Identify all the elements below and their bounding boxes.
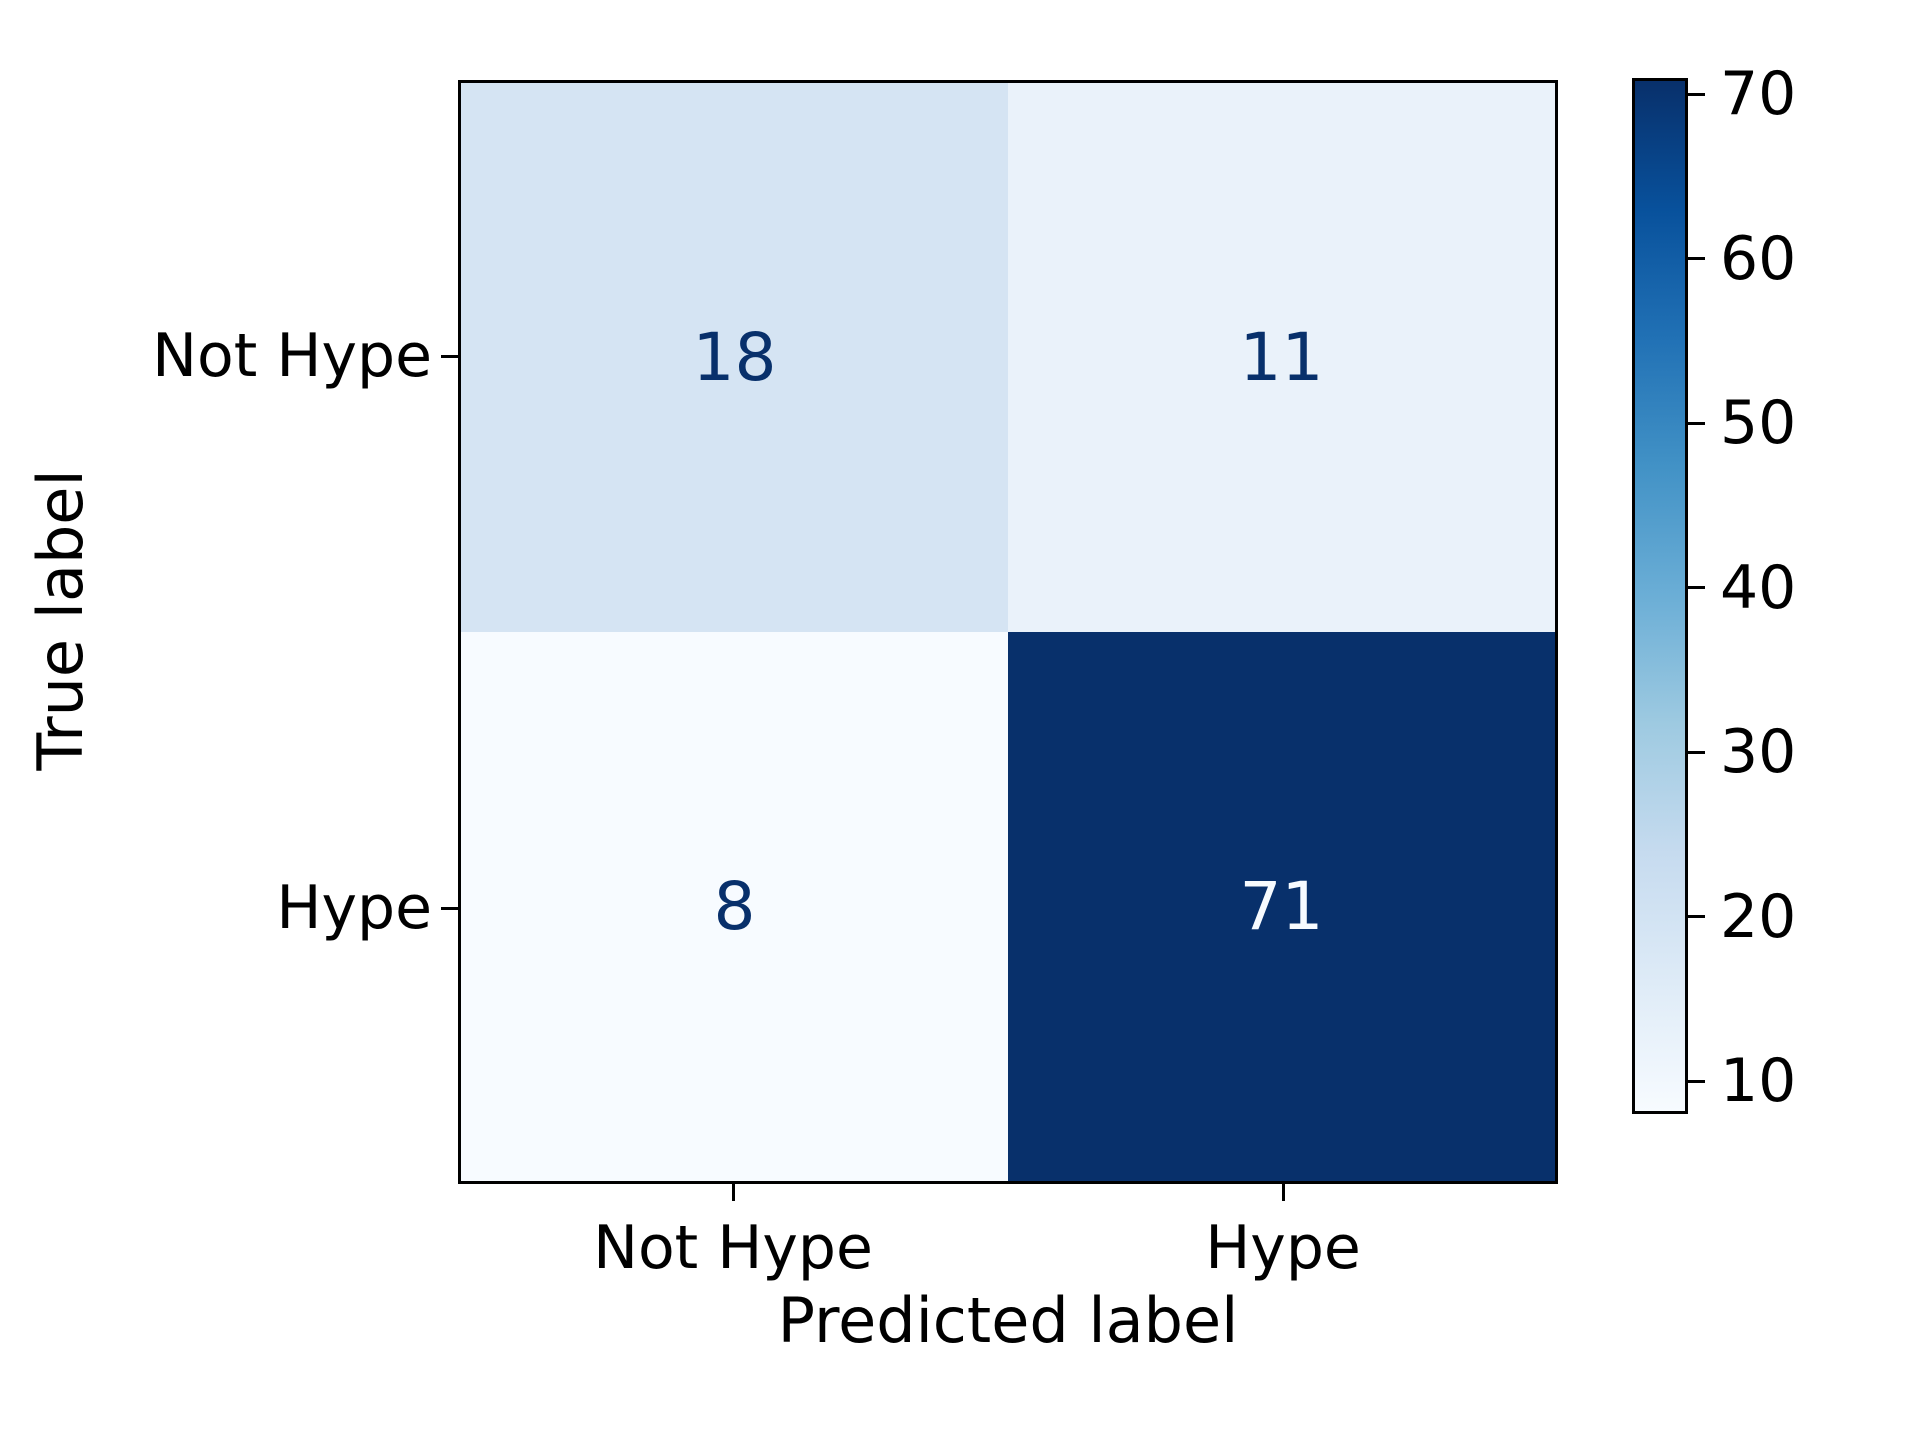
matrix-cell-r1c1: 71 [1008, 632, 1555, 1181]
matrix-cell-r0c0: 18 [461, 83, 1008, 632]
colorbar-tick-mark [1688, 750, 1705, 754]
cell-value: 8 [713, 867, 756, 945]
cell-value: 18 [692, 318, 777, 396]
colorbar-tick-label: 20 [1720, 881, 1797, 952]
y-tick-mark [441, 906, 458, 910]
y-tick-mark [441, 354, 458, 358]
x-tick-mark [731, 1184, 735, 1201]
x-tick-label: Not Hype [593, 1213, 873, 1283]
colorbar-tick-label: 50 [1720, 388, 1797, 459]
colorbar-tick-label: 30 [1720, 717, 1797, 788]
cell-value: 71 [1239, 867, 1324, 945]
colorbar-tick-mark [1688, 915, 1705, 919]
y-tick-label: Hype [276, 873, 432, 943]
x-tick-label: Hype [1205, 1213, 1361, 1283]
matrix-cell-r1c0: 8 [461, 632, 1008, 1181]
colorbar-tick-mark [1688, 257, 1705, 261]
colorbar-tick-mark [1688, 1079, 1705, 1083]
matrix-cell-r0c1: 11 [1008, 83, 1555, 632]
colorbar-tick-label: 60 [1720, 223, 1797, 294]
colorbar-tick-label: 70 [1720, 59, 1797, 130]
colorbar-tick-mark [1688, 586, 1705, 590]
colorbar-tick-mark [1688, 421, 1705, 425]
colorbar-tick-label: 10 [1720, 1046, 1797, 1117]
colorbar-tick-label: 40 [1720, 552, 1797, 623]
colorbar [1632, 78, 1688, 1114]
cell-value: 11 [1239, 318, 1324, 396]
colorbar-tick-mark [1688, 92, 1705, 96]
y-tick-label: Not Hype [152, 321, 432, 391]
x-axis-label: Predicted label [777, 1284, 1239, 1357]
x-tick-mark [1281, 1184, 1285, 1201]
heatmap-plot-area: 18 11 8 71 [458, 80, 1558, 1184]
